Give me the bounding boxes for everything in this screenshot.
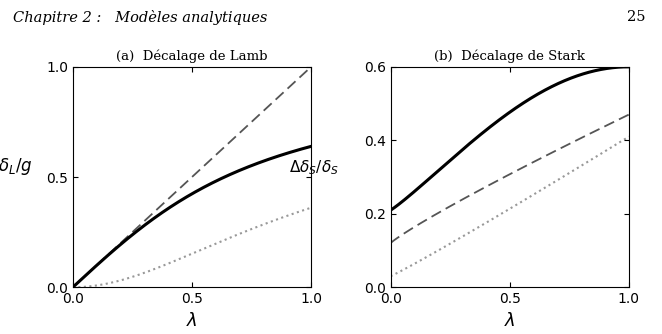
X-axis label: $\lambda$: $\lambda$ — [186, 312, 198, 330]
Text: Chapitre 2 :   Modèles analytiques: Chapitre 2 : Modèles analytiques — [13, 10, 267, 25]
Title: (a)  Décalage de Lamb: (a) Décalage de Lamb — [117, 49, 267, 63]
Y-axis label: $\delta_L/g$: $\delta_L/g$ — [0, 156, 32, 177]
Title: (b)  Décalage de Stark: (b) Décalage de Stark — [434, 49, 585, 63]
Y-axis label: $\Delta\delta_S/\delta_S$: $\Delta\delta_S/\delta_S$ — [289, 158, 339, 177]
Text: 25: 25 — [627, 10, 645, 24]
X-axis label: $\lambda$: $\lambda$ — [504, 312, 516, 330]
